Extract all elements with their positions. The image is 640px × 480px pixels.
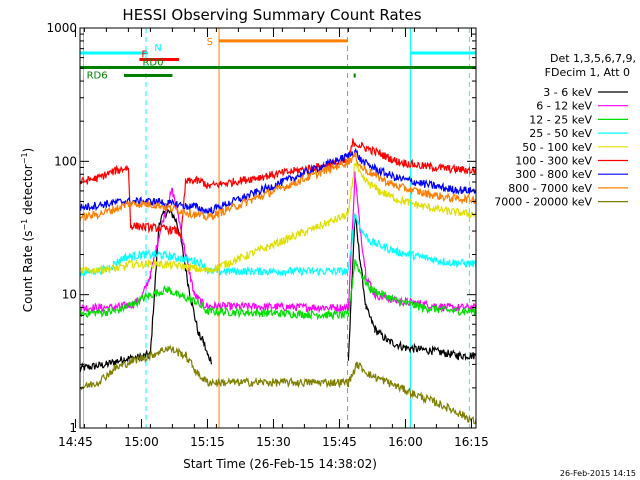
legend-entry-2: 12 - 25 keV [529, 113, 628, 126]
y-axis-label-post: ) [21, 148, 35, 153]
x-tick-label: 14:45 [58, 435, 93, 449]
flag-label-rd0: RD0 [142, 58, 163, 69]
y-axis-label-pre: Count Rate (s [21, 231, 35, 313]
plot-frame [79, 27, 477, 429]
y-tick-label: 100 [54, 154, 77, 168]
x-tick-label: 15:15 [190, 435, 225, 449]
legend-entry-label: 3 - 6 keV [543, 86, 592, 99]
series-line-4 [79, 161, 477, 276]
series-line-7 [79, 151, 477, 222]
legend-entry-label: 25 - 50 keV [529, 127, 592, 140]
series-line-1 [79, 171, 477, 314]
legend-entry-8: 7000 - 20000 keV [494, 196, 628, 209]
series-line-8 [79, 344, 477, 425]
legend-entry-label: 800 - 7000 keV [508, 182, 592, 195]
legend-entry-7: 800 - 7000 keV [508, 182, 628, 195]
x-tick-label: 15:45 [322, 435, 357, 449]
y-axis-label: Count Rate (s−1 detector−1) [20, 148, 35, 312]
series-line-5 [79, 138, 477, 239]
legend-entry-label: 300 - 800 keV [515, 168, 592, 181]
flag-dot-rd6 [353, 73, 356, 78]
footer-timestamp: 26-Feb-2015 14:15 [560, 469, 636, 478]
y-axis-label-sup1: −1 [20, 219, 29, 231]
series-line-3 [79, 213, 477, 278]
legend-entry-3: 25 - 50 keV [529, 127, 628, 140]
legend: Det 1,3,5,6,7,9, FDecim 1, Att 0 3 - 6 k… [494, 52, 636, 209]
legend-entry-1: 6 - 12 keV [536, 100, 628, 113]
legend-entry-label: 50 - 100 keV [522, 141, 592, 154]
legend-entry-label: 6 - 12 keV [536, 100, 592, 113]
y-tick-label: 10 [62, 288, 77, 302]
y-tick-label: 1000 [46, 21, 77, 35]
flag-label-rd6: RD6 [87, 71, 108, 82]
y-tick-label: 1 [69, 421, 77, 435]
x-tick-label: 16:00 [388, 435, 423, 449]
legend-entry-label: 100 - 300 keV [515, 155, 592, 168]
flag-label-s: S [207, 37, 213, 48]
legend-entry-label: 7000 - 20000 keV [494, 196, 592, 209]
legend-entry-5: 100 - 300 keV [515, 155, 628, 168]
x-axis-label: Start Time (26-Feb-15 14:38:02) [183, 457, 377, 471]
legend-entry-4: 50 - 100 keV [522, 141, 628, 154]
chart-title: HESSI Observing Summary Count Rates [122, 6, 421, 24]
x-tick-label: 15:30 [256, 435, 291, 449]
x-tick-label: 15:00 [124, 435, 159, 449]
legend-entry-0: 3 - 6 keV [543, 86, 628, 99]
series-line-6 [79, 147, 477, 216]
y-axis-label-sup2: −1 [20, 152, 29, 164]
legend-header-line-1: Det 1,3,5,6,7,9, [550, 52, 636, 65]
legend-entry-label: 12 - 25 keV [529, 113, 592, 126]
flag-label-n: N [154, 43, 161, 54]
flag-label-f: F [141, 50, 147, 61]
y-axis-label-mid: detector [21, 164, 35, 219]
legend-entry-6: 300 - 800 keV [515, 168, 628, 181]
series-line-2 [79, 259, 477, 321]
legend-header-line-2: FDecim 1, Att 0 [545, 66, 630, 79]
series-line-0 [79, 208, 477, 373]
x-tick-label: 16:15 [454, 435, 489, 449]
